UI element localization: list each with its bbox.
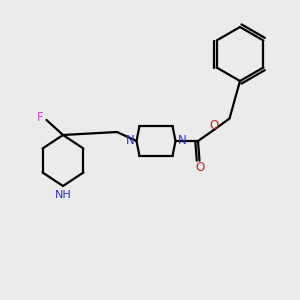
Text: O: O xyxy=(195,160,204,174)
Text: O: O xyxy=(210,118,219,132)
Text: N: N xyxy=(125,134,134,148)
Text: N: N xyxy=(178,134,187,148)
Text: NH: NH xyxy=(55,190,71,200)
Text: F: F xyxy=(37,111,43,124)
